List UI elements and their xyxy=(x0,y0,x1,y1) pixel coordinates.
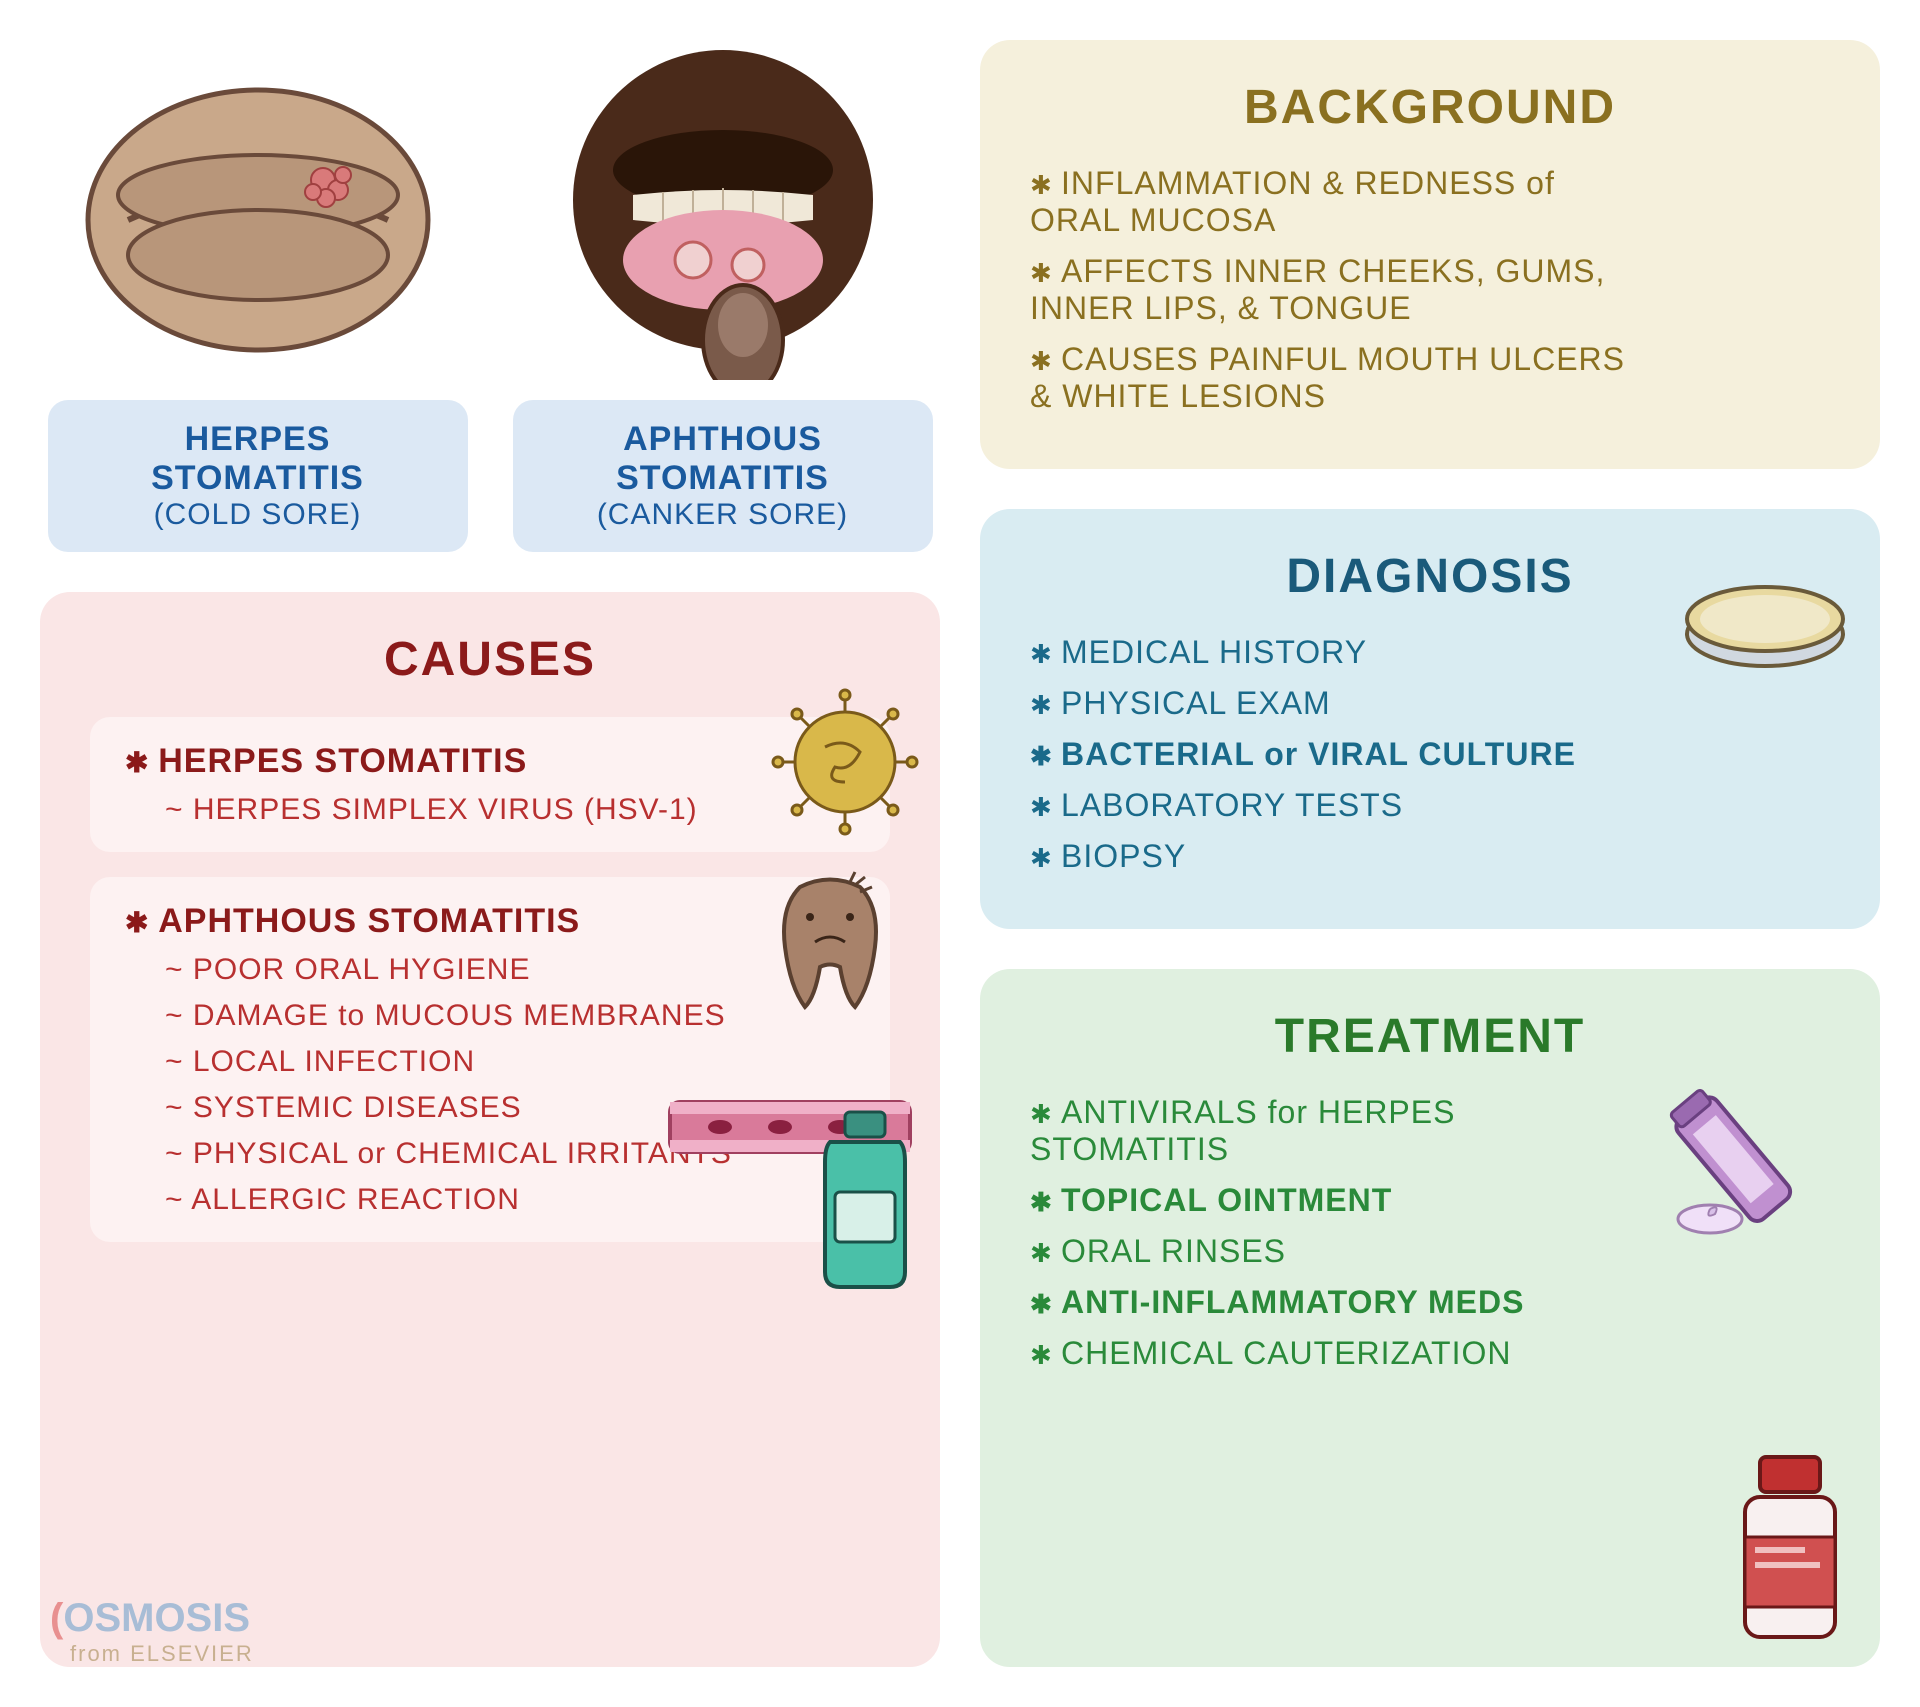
causes-herpes-section: HERPES STOMATITIS HERPES SIMPLEX VIRUS (… xyxy=(90,717,890,852)
diagnosis-item-3: LABORATORY TESTS xyxy=(1030,787,1630,824)
causes-aphthous-item-1: DAMAGE to MUCOUS MEMBRANES xyxy=(165,999,855,1033)
diagnosis-panel: DIAGNOSIS MEDICAL HISTORY PHYSICAL EXAM … xyxy=(980,509,1880,929)
causes-aphthous-section: APHTHOUS STOMATITIS POOR ORAL HYGIENE DA… xyxy=(90,877,890,1242)
causes-aphthous-title: APHTHOUS STOMATITIS xyxy=(125,902,855,941)
aphthous-label-title: APHTHOUS STOMATITIS xyxy=(543,420,903,498)
mouthwash-icon xyxy=(800,1102,930,1302)
herpes-label-title: HERPES STOMATITIS xyxy=(78,420,438,498)
sad-tooth-icon xyxy=(760,857,900,1017)
petri-dish-icon xyxy=(1680,569,1850,679)
causes-aphthous-item-2: LOCAL INFECTION xyxy=(165,1045,855,1079)
herpes-mouth-illustration xyxy=(68,40,448,380)
treatment-panel: TREATMENT ANTIVIRALS for HERPES STOMATIT… xyxy=(980,969,1880,1667)
treatment-item-4: CHEMICAL CAUTERIZATION xyxy=(1030,1335,1630,1372)
medicine-bottle-icon xyxy=(1720,1447,1860,1647)
infographic-container: HERPES STOMATITIS (COLD SORE) xyxy=(40,40,1880,1667)
diagnosis-item-4: BIOPSY xyxy=(1030,838,1630,875)
background-title: BACKGROUND xyxy=(1030,80,1830,135)
condition-images-row: HERPES STOMATITIS (COLD SORE) xyxy=(40,40,940,552)
osmosis-logo: (OSMOSIS from ELSEVIER xyxy=(50,1596,254,1667)
left-column: HERPES STOMATITIS (COLD SORE) xyxy=(40,40,940,1667)
logo-sub: from ELSEVIER xyxy=(70,1641,254,1667)
treatment-title: TREATMENT xyxy=(1030,1009,1830,1064)
ointment-tube-icon xyxy=(1660,1059,1850,1249)
herpes-label-sub: (COLD SORE) xyxy=(78,498,438,532)
causes-herpes-item-0: HERPES SIMPLEX VIRUS (HSV-1) xyxy=(165,793,855,827)
aphthous-label-sub: (CANKER SORE) xyxy=(543,498,903,532)
background-item-2: CAUSES PAINFUL MOUTH ULCERS & WHITE LESI… xyxy=(1030,341,1630,415)
aphthous-mouth-illustration xyxy=(533,40,913,380)
diagnosis-item-0: MEDICAL HISTORY xyxy=(1030,634,1630,671)
right-column: BACKGROUND INFLAMMATION & REDNESS of ORA… xyxy=(980,40,1880,1667)
treatment-item-1: TOPICAL OINTMENT xyxy=(1030,1182,1630,1219)
virus-icon xyxy=(770,687,920,837)
causes-aphthous-item-5: ALLERGIC REACTION xyxy=(165,1183,855,1217)
herpes-label: HERPES STOMATITIS (COLD SORE) xyxy=(48,400,468,552)
herpes-image-block: HERPES STOMATITIS (COLD SORE) xyxy=(48,40,468,552)
treatment-item-3: ANTI-INFLAMMATORY MEDS xyxy=(1030,1284,1630,1321)
causes-aphthous-item-0: POOR ORAL HYGIENE xyxy=(165,953,855,987)
background-item-1: AFFECTS INNER CHEEKS, GUMS, INNER LIPS, … xyxy=(1030,253,1630,327)
aphthous-image-block: APHTHOUS STOMATITIS (CANKER SORE) xyxy=(513,40,933,552)
causes-herpes-title: HERPES STOMATITIS xyxy=(125,742,855,781)
aphthous-label: APHTHOUS STOMATITIS (CANKER SORE) xyxy=(513,400,933,552)
background-item-0: INFLAMMATION & REDNESS of ORAL MUCOSA xyxy=(1030,165,1630,239)
logo-main: OSMOSIS xyxy=(63,1596,250,1640)
treatment-item-0: ANTIVIRALS for HERPES STOMATITIS xyxy=(1030,1094,1630,1168)
diagnosis-item-2: BACTERIAL or VIRAL CULTURE xyxy=(1030,736,1630,773)
background-panel: BACKGROUND INFLAMMATION & REDNESS of ORA… xyxy=(980,40,1880,469)
diagnosis-item-1: PHYSICAL EXAM xyxy=(1030,685,1630,722)
treatment-item-2: ORAL RINSES xyxy=(1030,1233,1630,1270)
causes-title: CAUSES xyxy=(90,632,890,687)
causes-panel: CAUSES HERPES STOMATITIS HERPES SIMPLEX … xyxy=(40,592,940,1667)
